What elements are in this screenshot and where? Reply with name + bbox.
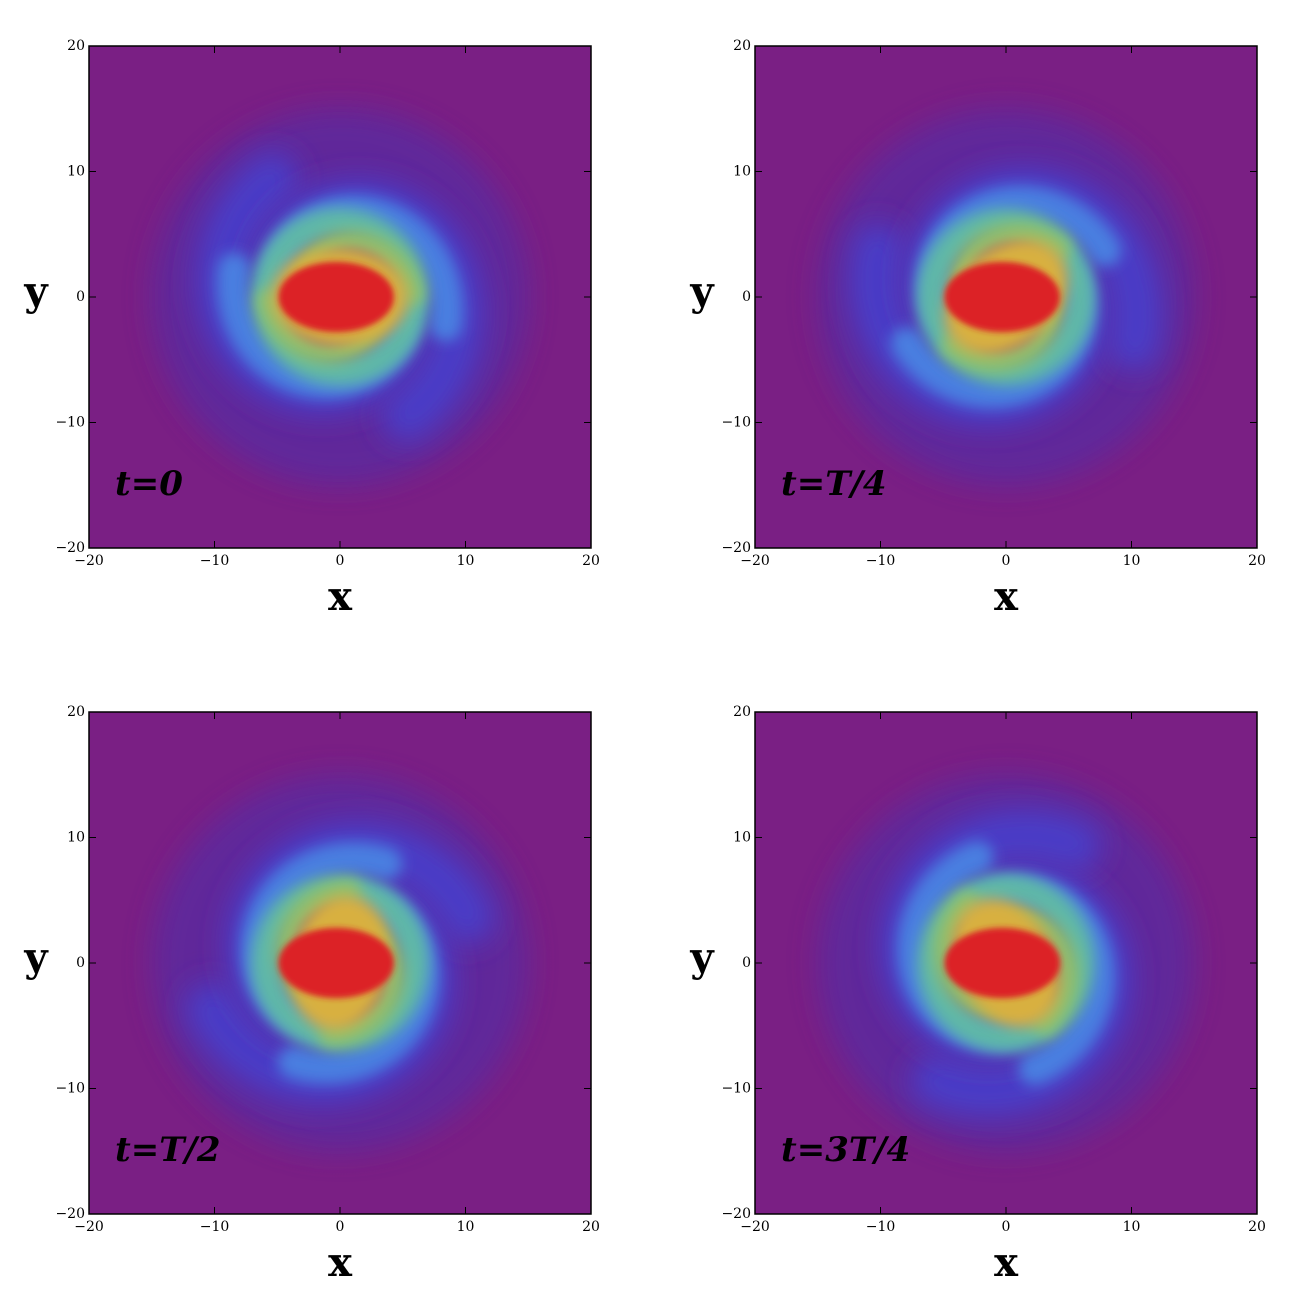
density-image (89, 712, 591, 1214)
x-axis-label: x (994, 1239, 1019, 1286)
y-tick-label: −20 (721, 540, 751, 556)
x-tick-label: 20 (582, 553, 600, 569)
core (278, 927, 394, 999)
y-tick-label: 0 (76, 289, 85, 305)
y-tick-label: 20 (733, 38, 751, 54)
y-tick-label: 20 (67, 38, 85, 54)
x-tick-label: −20 (740, 1219, 770, 1235)
x-tick-label: −10 (200, 1219, 230, 1235)
x-tick-label: 10 (457, 1219, 475, 1235)
y-tick-label: −10 (55, 415, 85, 431)
x-tick-label: 20 (1248, 1219, 1266, 1235)
x-tick-label: 0 (1002, 1219, 1011, 1235)
x-tick-label: −10 (866, 1219, 896, 1235)
y-tick-label: 10 (733, 830, 751, 846)
annotation: t=3T/4 (781, 1130, 910, 1170)
x-tick-label: 20 (1248, 553, 1266, 569)
density-image (755, 46, 1257, 548)
y-tick-label: 0 (742, 955, 751, 971)
x-tick-label: 0 (1002, 553, 1011, 569)
x-axis-label: x (328, 573, 353, 620)
x-tick-label: 10 (457, 553, 475, 569)
y-tick-label: 10 (67, 164, 85, 180)
y-tick-label: 20 (733, 704, 751, 720)
x-tick-label: 0 (336, 1219, 345, 1235)
x-tick-label: 20 (582, 1219, 600, 1235)
annotation: t=T/2 (115, 1130, 221, 1170)
x-tick-label: 10 (1123, 553, 1141, 569)
annotation: t=0 (115, 464, 183, 504)
x-tick-label: −10 (200, 553, 230, 569)
core (944, 261, 1060, 333)
x-tick-label: −10 (866, 553, 896, 569)
panel: −20 −10 0 10 20 −20 −10 0 10 20 x y t=3T/4 (689, 704, 1266, 1286)
core (278, 261, 394, 333)
x-tick-label: −20 (740, 553, 770, 569)
core (944, 927, 1060, 999)
y-tick-label: −20 (721, 1206, 751, 1222)
y-tick-label: −10 (721, 1081, 751, 1097)
y-tick-label: −20 (55, 1206, 85, 1222)
x-tick-label: 10 (1123, 1219, 1141, 1235)
x-tick-label: −20 (74, 553, 104, 569)
density-image (755, 712, 1257, 1214)
density-image (89, 46, 591, 548)
y-tick-label: −20 (55, 540, 85, 556)
y-tick-label: 10 (733, 164, 751, 180)
panel: −20 −10 0 10 20 −20 −10 0 10 20 x y t=T/2 (23, 704, 600, 1286)
panel: −20 −10 0 10 20 −20 −10 0 10 20 x y t=T/4 (689, 38, 1266, 620)
y-axis-label: y (689, 934, 715, 981)
y-axis-label: y (23, 268, 49, 315)
panel: −20 −10 0 10 20 −20 −10 0 10 20 x y t=0 (23, 38, 600, 620)
y-tick-label: 20 (67, 704, 85, 720)
x-tick-label: 0 (336, 553, 345, 569)
y-axis-label: y (689, 268, 715, 315)
x-axis-label: x (994, 573, 1019, 620)
y-tick-label: −10 (55, 1081, 85, 1097)
y-axis-label: y (23, 934, 49, 981)
x-axis-label: x (328, 1239, 353, 1286)
y-tick-label: 10 (67, 830, 85, 846)
y-tick-label: 0 (76, 955, 85, 971)
annotation: t=T/4 (781, 464, 887, 504)
x-tick-label: −20 (74, 1219, 104, 1235)
y-tick-label: 0 (742, 289, 751, 305)
y-tick-label: −10 (721, 415, 751, 431)
